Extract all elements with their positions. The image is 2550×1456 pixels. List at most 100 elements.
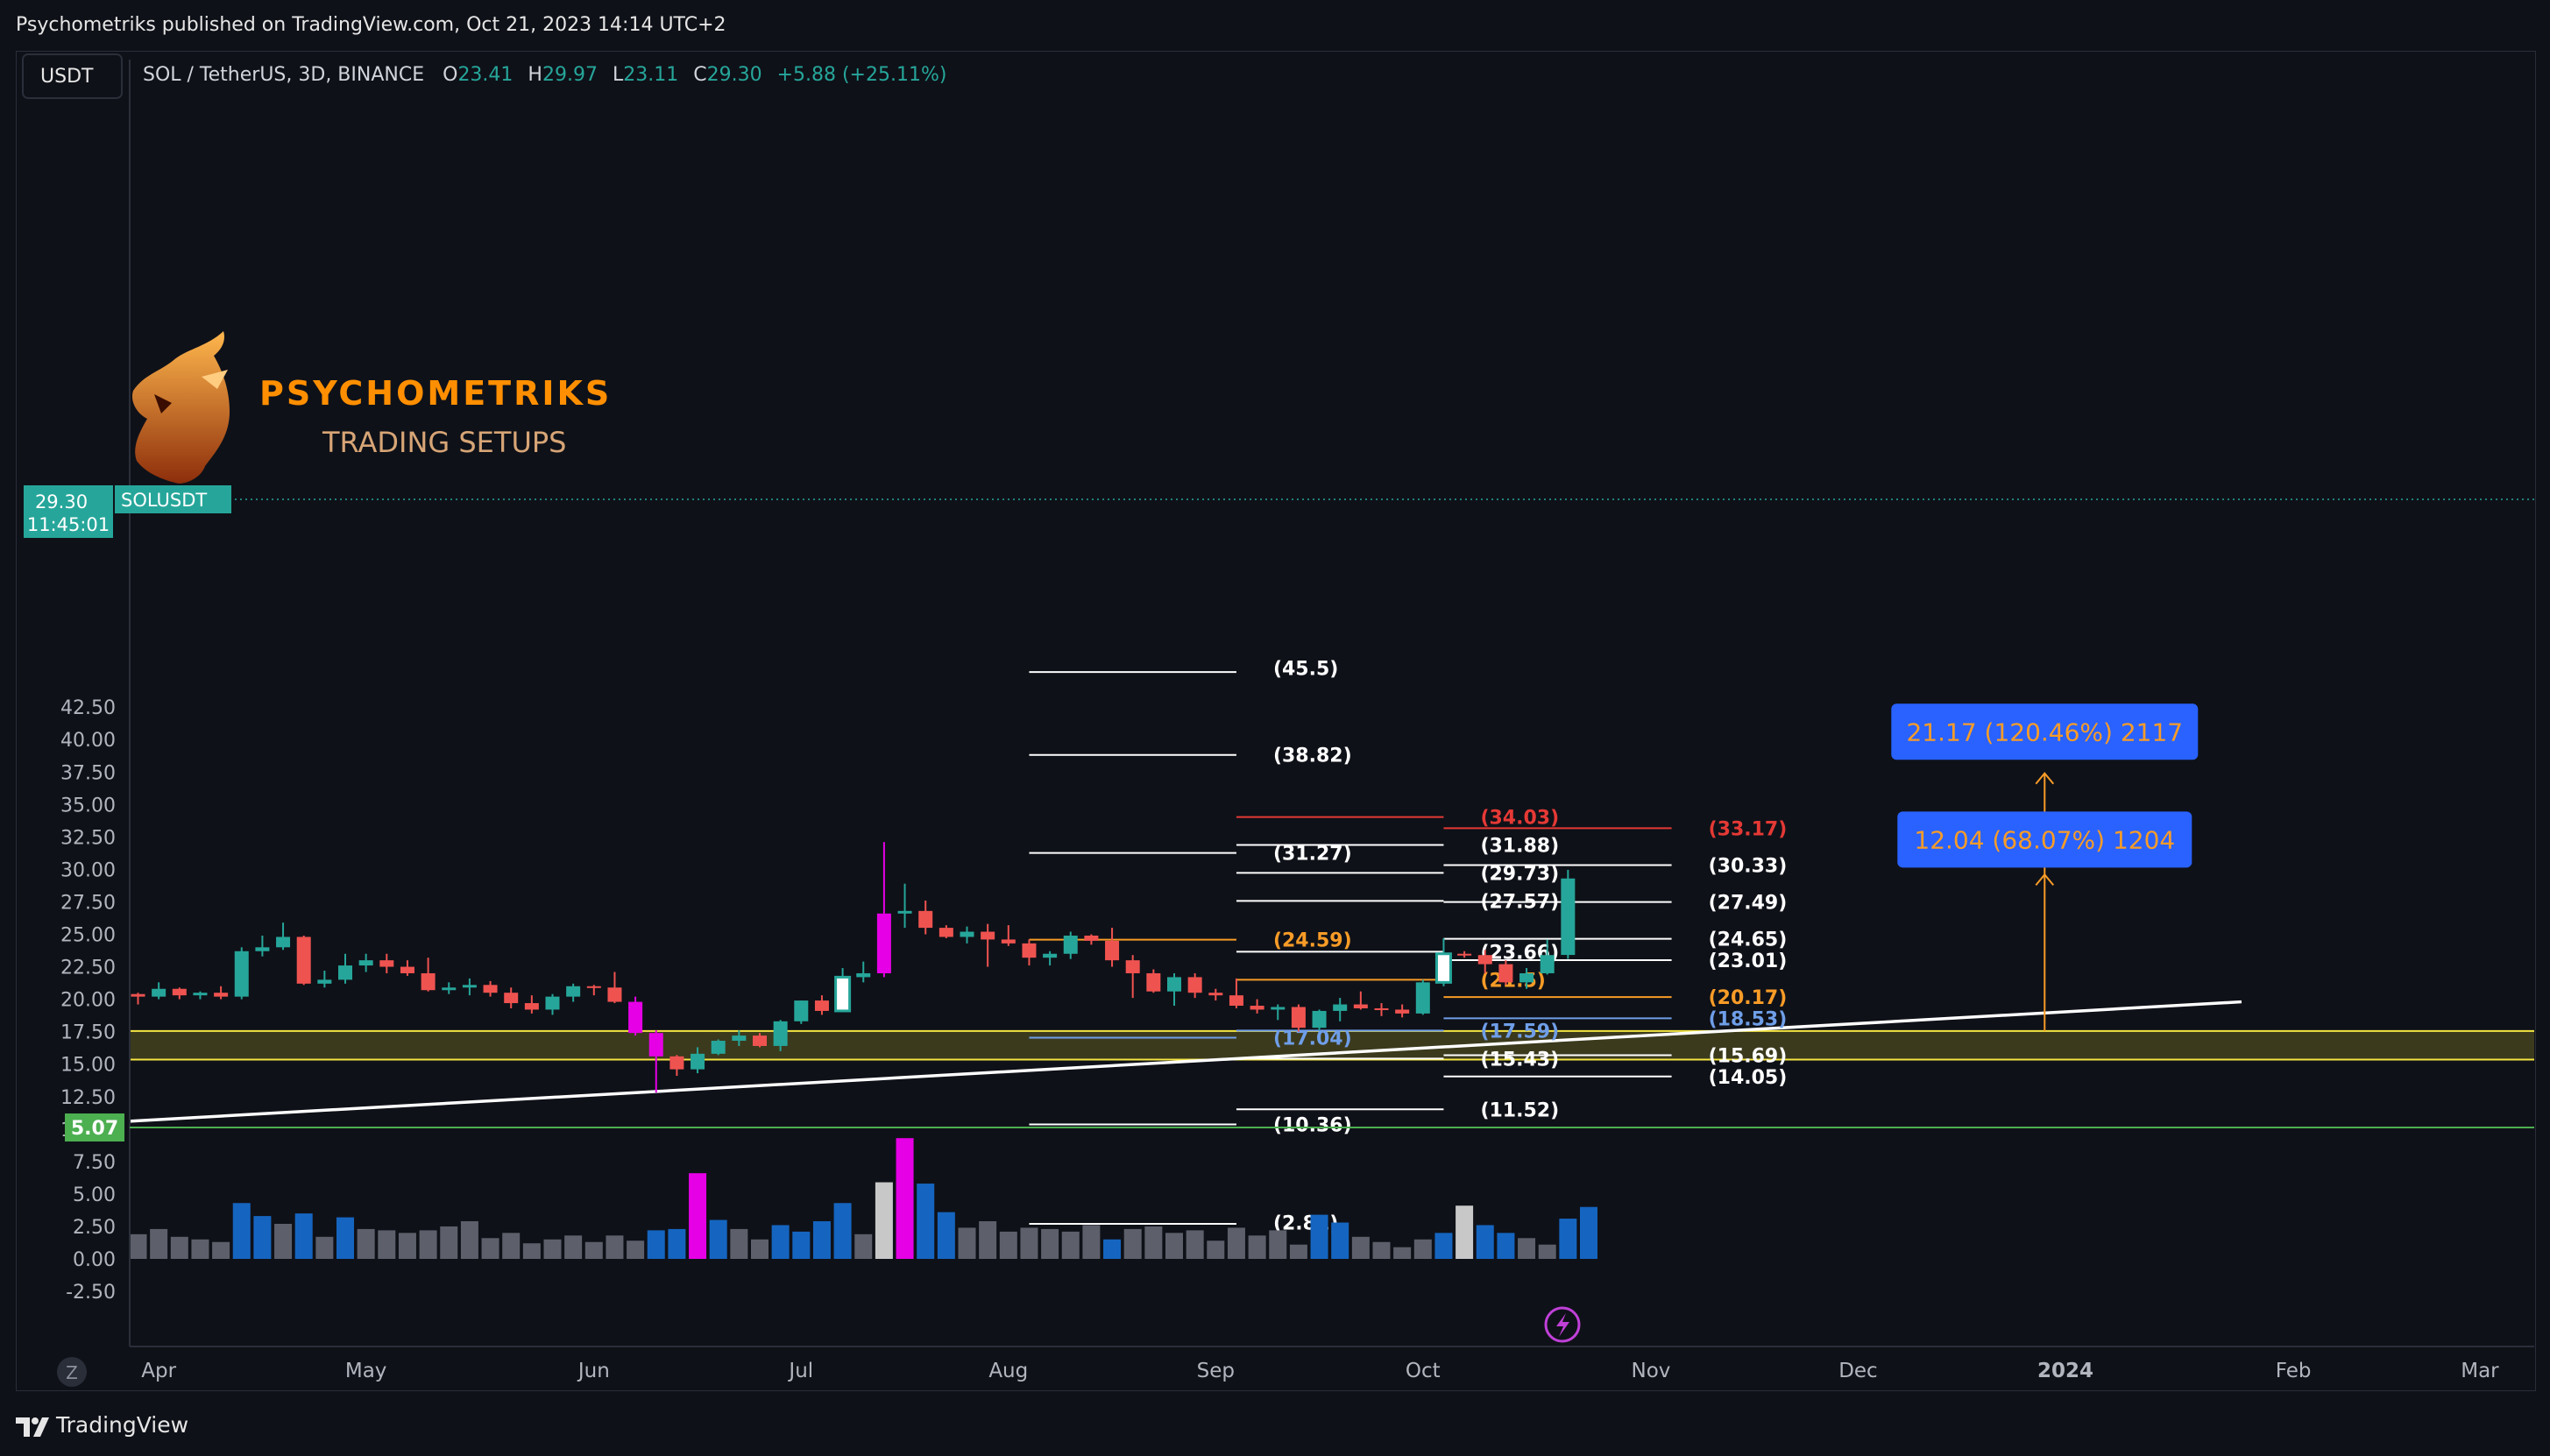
volume-bar	[999, 1231, 1017, 1259]
y-tick-label: 2.50	[73, 1217, 116, 1239]
legend-symbol: SOL / TetherUS, 3D, BINANCE	[143, 64, 424, 86]
y-tick-label: 42.50	[60, 697, 116, 719]
volume-bar	[253, 1216, 272, 1259]
volume-bar	[294, 1213, 313, 1259]
candle-body	[1540, 955, 1555, 973]
y-tick-label: 20.00	[60, 990, 116, 1012]
level-label: (21.5)	[1480, 970, 1545, 992]
level-label: (20.17)	[1709, 987, 1788, 1009]
volume-bar	[481, 1238, 499, 1259]
volume-bar	[606, 1235, 624, 1259]
candle-body	[442, 987, 457, 991]
measure-box	[1891, 703, 2199, 760]
candle-body	[1312, 1010, 1327, 1028]
candle-body	[317, 979, 332, 984]
candle-body	[711, 1041, 726, 1054]
price-badge-countdown: 11:45:01	[27, 514, 110, 535]
x-tick-label: Jun	[577, 1360, 610, 1382]
volume-bar	[896, 1138, 914, 1259]
tradingview-brand[interactable]: TradingView	[56, 1412, 189, 1438]
level-label: (14.05)	[1709, 1067, 1788, 1089]
y-tick-label: 35.00	[60, 795, 116, 816]
volume-bar	[1559, 1219, 1577, 1259]
candle-body	[939, 928, 953, 937]
volume-bar	[1289, 1244, 1307, 1259]
candle-body	[1250, 1006, 1264, 1010]
volume-bar	[1165, 1233, 1183, 1259]
replay-button[interactable]	[1544, 1306, 1581, 1343]
candle-body	[338, 965, 352, 980]
candle-body	[1208, 993, 1223, 996]
volume-bar	[958, 1227, 976, 1259]
x-tick-label: Dec	[1838, 1360, 1878, 1382]
candle-body	[1477, 955, 1492, 965]
volume-bar	[543, 1239, 562, 1259]
y-tick-label: 12.50	[60, 1087, 116, 1109]
level-label: (10.36)	[1273, 1114, 1352, 1136]
legend-change: +5.88 (+25.11%)	[777, 64, 947, 86]
volume-bar	[937, 1212, 955, 1259]
candle-body	[648, 1033, 663, 1057]
candle-body	[1001, 939, 1016, 944]
volume-bar	[689, 1173, 707, 1259]
candle-body	[834, 975, 852, 1013]
candle-body	[794, 1000, 809, 1021]
candle-body	[172, 988, 187, 996]
dragon-logo-icon	[131, 331, 230, 484]
candle-body	[379, 960, 394, 967]
currency-button[interactable]: USDT	[22, 53, 123, 99]
y-tick-label: 27.50	[60, 892, 116, 914]
candle-body	[1271, 1007, 1286, 1010]
x-tick-label: May	[345, 1360, 387, 1382]
logo-subtitle: TRADING SETUPS	[322, 426, 566, 459]
projection-arrow-head	[2035, 772, 2055, 785]
volume-bar	[1227, 1227, 1245, 1259]
candle-body	[1043, 953, 1058, 958]
z-button[interactable]: Z	[57, 1357, 87, 1387]
candle-body	[1022, 943, 1037, 958]
candle-body	[358, 960, 373, 966]
volume-bar	[129, 1233, 147, 1259]
candle-body	[1146, 972, 1161, 992]
candle-body	[545, 996, 560, 1010]
measure-box-label: 12.04 (68.07%) 1204	[1914, 825, 2175, 854]
volume-bar	[1082, 1225, 1101, 1259]
x-tick-label: Apr	[141, 1360, 176, 1382]
candle-body	[1561, 878, 1576, 956]
volume-bar	[1269, 1230, 1287, 1259]
candle-body	[296, 937, 311, 984]
candle-body	[1415, 982, 1430, 1014]
candle-body	[483, 985, 498, 993]
volume-bar	[1518, 1238, 1536, 1259]
level-label: (17.59)	[1480, 1021, 1559, 1043]
candle-body	[628, 1001, 643, 1034]
candle-body	[214, 993, 229, 997]
y-tick-label: 37.50	[60, 762, 116, 784]
logo-title: PSYCHOMETRIKS	[259, 374, 612, 413]
volume-bar	[1413, 1239, 1432, 1259]
x-tick-label: Nov	[1632, 1360, 1671, 1382]
price-badge: 29.30 11:45:01 SOLUSDT	[24, 485, 231, 538]
candle-body	[131, 993, 145, 997]
candle-body	[732, 1035, 747, 1042]
candle-body	[1374, 1007, 1389, 1010]
x-tick-label: Feb	[2276, 1360, 2312, 1382]
y-tick-label: 0.00	[73, 1249, 116, 1271]
candle-body	[1187, 977, 1202, 993]
volume-bar	[917, 1184, 935, 1259]
x-tick-label: Oct	[1406, 1360, 1441, 1382]
footer: TradingView	[0, 1396, 2550, 1456]
price-badge-symbol: SOLUSDT	[121, 490, 207, 511]
candle-body	[918, 910, 933, 929]
candle-body	[1519, 972, 1534, 983]
level-label: (31.27)	[1273, 844, 1352, 866]
candle-body	[400, 966, 414, 973]
candle-body	[504, 993, 519, 1004]
candle-body	[1167, 977, 1181, 992]
volume-bar	[751, 1239, 769, 1259]
volume-bar	[357, 1228, 375, 1259]
volume-bar	[502, 1233, 521, 1259]
measure-box-label: 21.17 (120.46%) 2117	[1906, 717, 2183, 746]
candle-body	[669, 1056, 684, 1070]
